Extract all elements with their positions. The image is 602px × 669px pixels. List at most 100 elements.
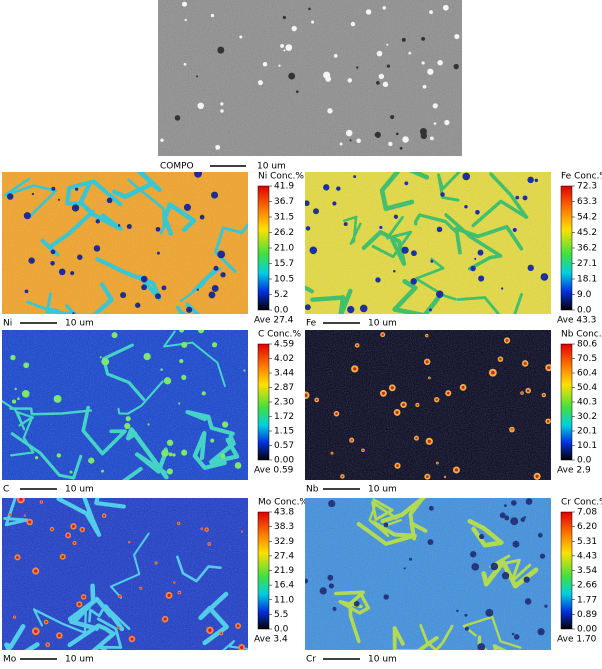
particle (278, 64, 281, 67)
map-texture (305, 330, 551, 480)
colorbar-tick-label: 11.0 (274, 595, 294, 605)
colorbar-tick-label: 0.00 (274, 456, 294, 466)
colorbar-tick-label: 4.59 (274, 340, 294, 350)
particle (349, 139, 352, 142)
map-texture (2, 498, 248, 650)
colorbar (560, 511, 573, 630)
particle (311, 20, 315, 24)
particle (442, 4, 449, 11)
map-texture (305, 172, 551, 314)
particle (285, 44, 293, 51)
particle (181, 1, 188, 7)
colorbar-title: Mo Conc.% (258, 498, 308, 508)
average-label: Ave 3.4 (254, 635, 288, 645)
colorbar-tick-label: 32.9 (274, 537, 294, 547)
element-label: C (3, 485, 9, 495)
colorbar-tick-label: 4.43 (577, 551, 597, 561)
colorbar-tick-label: 0.89 (577, 610, 597, 620)
colorbar-tick-label: 6.20 (577, 522, 597, 532)
colorbar-tick-label: 45.2 (577, 228, 597, 238)
particle (350, 21, 356, 27)
particle (437, 59, 443, 66)
element-label: Ni (3, 319, 12, 329)
colorbar-tick-label: 21.9 (274, 566, 294, 576)
colorbar (560, 343, 573, 461)
particle (356, 138, 361, 144)
colorbar-tick-label: 9.0 (577, 290, 592, 300)
particle (339, 142, 343, 146)
scale-label: 10 um (368, 319, 397, 329)
element-map (2, 498, 248, 650)
average-label: Ave 27.4 (254, 316, 294, 326)
particle (257, 80, 263, 86)
colorbar-tick-label: 15.7 (274, 259, 294, 269)
particle (283, 49, 286, 52)
particle (262, 61, 268, 67)
average-label: Ave 0.59 (254, 466, 294, 476)
scale-label: 10 um (65, 485, 94, 495)
colorbar-tick-label: 10.1 (577, 441, 597, 451)
particle (210, 13, 215, 18)
particle (427, 68, 434, 75)
scale-label: 10 um (65, 655, 94, 665)
particle (429, 10, 433, 15)
scale-label: 10 um (368, 655, 397, 665)
particle (282, 15, 286, 20)
particle (419, 128, 427, 135)
particle (356, 66, 359, 69)
particle (174, 115, 181, 121)
particle (376, 81, 380, 85)
map-texture (2, 330, 248, 480)
colorbar-tick-label: 41.9 (274, 182, 294, 192)
element-label: Cr (306, 655, 316, 665)
particle (197, 102, 204, 110)
colorbar-tick-label: 40.3 (577, 398, 597, 408)
colorbar-tick-label: 36.2 (577, 244, 597, 254)
particle (433, 122, 437, 125)
element-map-panel: C Conc.%4.59 4.02 3.44 2.87 2.30 1.72 1.15 0.57… (2, 330, 301, 495)
element-map-panel: Mo Conc.%43.8 38.3 32.9 27.4 21.9 16.4 11.0 5.5… (2, 498, 308, 665)
element-map (305, 330, 551, 480)
colorbar-tick-label: 5.2 (274, 290, 288, 300)
colorbar-title: Nb Conc.% (561, 330, 602, 340)
particle (291, 25, 297, 32)
average-label: Ave 2.9 (557, 466, 591, 476)
colorbar-tick-label: 27.4 (274, 551, 294, 561)
particle (395, 132, 399, 136)
particle (323, 71, 331, 79)
particle (239, 35, 243, 39)
compo-label: COMPO (160, 162, 194, 172)
colorbar-tick-label: 38.3 (274, 522, 294, 532)
colorbar-tick-label: 0.0 (274, 306, 289, 316)
map-texture (305, 498, 551, 650)
colorbar (560, 185, 573, 311)
scale-label: 10 um (65, 319, 94, 329)
colorbar-tick-label: 0.0 (577, 456, 592, 466)
element-map-panel: Nb Conc.%80.6 70.5 60.4 50.4 40.3 30.2 20.1 10.… (305, 330, 602, 495)
colorbar-tick-label: 10.5 (274, 275, 294, 285)
colorbar-tick-label: 0.57 (274, 441, 294, 451)
particle (430, 136, 434, 141)
colorbar-tick-label: 1.72 (274, 412, 294, 422)
particle (347, 78, 353, 83)
element-label: Fe (306, 319, 317, 329)
particle (382, 81, 389, 88)
colorbar-tick-label: 80.6 (577, 340, 597, 350)
particle (183, 62, 187, 66)
colorbar-tick-label: 5.31 (577, 537, 597, 547)
colorbar-tick-label: 26.2 (274, 228, 294, 238)
colorbar-tick-label: 4.02 (274, 354, 294, 364)
particle (386, 64, 391, 68)
colorbar-tick-label: 16.4 (274, 581, 294, 591)
particle (408, 51, 412, 55)
compo-texture (158, 0, 462, 156)
element-label: Nb (306, 485, 319, 495)
particle (386, 43, 389, 46)
element-map-panel: Fe Conc.%72.3 63.3 54.2 45.2 36.2 27.1 18.1 9.0… (305, 172, 602, 329)
colorbar-tick-label: 70.5 (577, 354, 597, 364)
element-map (2, 172, 248, 314)
colorbar-tick-label: 3.54 (577, 566, 597, 576)
colorbar (257, 511, 270, 630)
particle (295, 90, 299, 94)
colorbar-tick-label: 2.66 (577, 581, 597, 591)
